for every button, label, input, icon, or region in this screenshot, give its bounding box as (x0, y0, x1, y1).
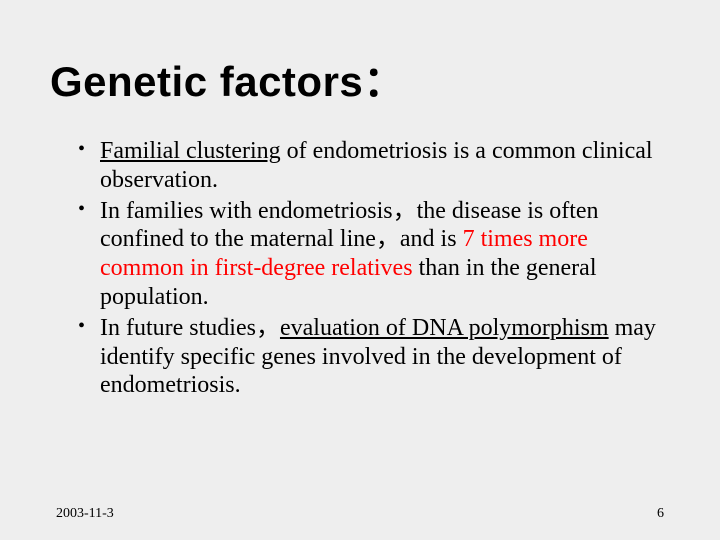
bullet-list: Familial clustering of endometriosis is … (56, 137, 664, 400)
bullet-item: In future studies，evaluation of DNA poly… (78, 314, 664, 400)
bullet-item: Familial clustering of endometriosis is … (78, 137, 664, 195)
slide-title: Genetic factors： (50, 48, 664, 109)
bullet-underline: evaluation of DNA polymorphism (280, 315, 609, 341)
slide-footer: 2003-11-3 6 (56, 506, 664, 522)
bullet-underline: Familial clustering (100, 138, 281, 164)
footer-date: 2003-11-3 (56, 506, 114, 522)
bullet-item: In families with endometriosis，the disea… (78, 197, 664, 312)
footer-page-number: 6 (657, 506, 664, 522)
slide-container: Genetic factors： Familial clustering of … (0, 0, 720, 540)
bullet-text-pre: In future studies， (100, 315, 280, 341)
